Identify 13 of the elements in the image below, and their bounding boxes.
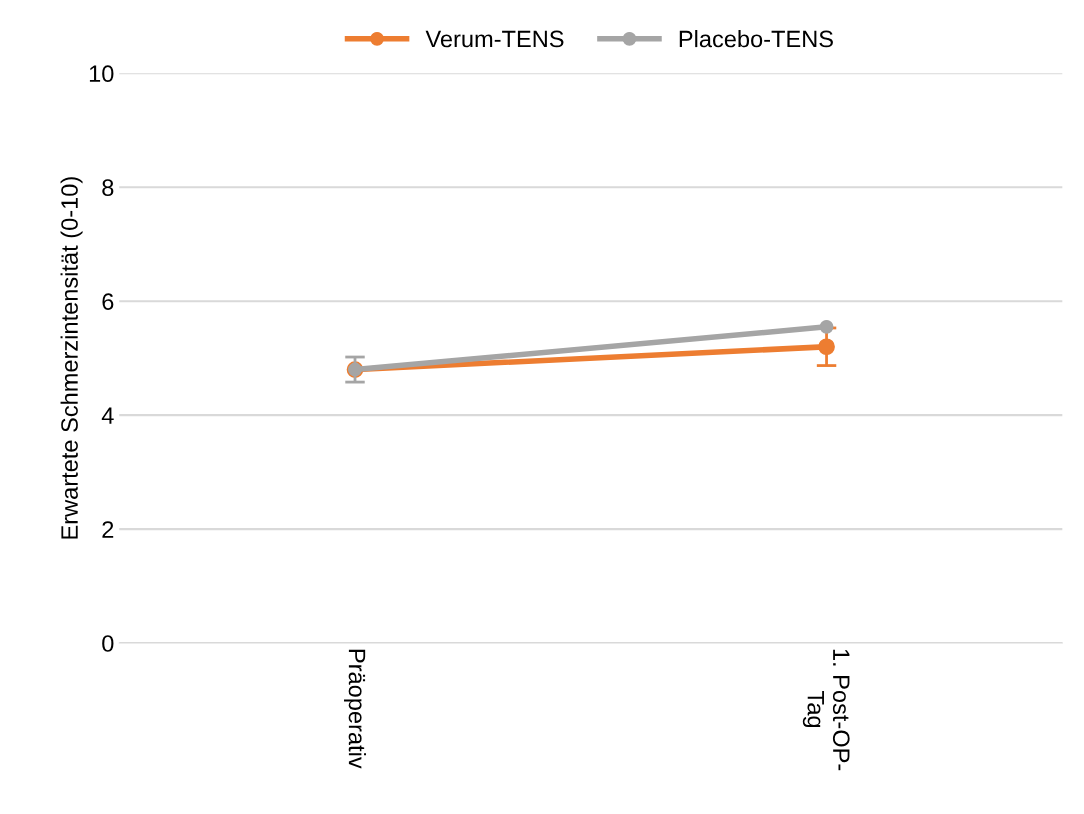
legend-label: Placebo-TENS xyxy=(679,30,833,48)
y-tick-label: 2 xyxy=(102,521,114,538)
x-tick-label: Präoperativ xyxy=(344,649,367,769)
x-tick-label: 1. Post-OP- Tag xyxy=(802,649,850,771)
y-tick-label: 0 xyxy=(102,635,114,652)
y-tick-label: 4 xyxy=(101,407,114,424)
y-tick-label: 8 xyxy=(102,179,114,197)
y-axis-title: Erwartete Schmerzintensität (0-10) xyxy=(60,177,83,539)
y-tick-label: 6 xyxy=(102,293,114,310)
point xyxy=(818,338,835,356)
y-tick-label: 10 xyxy=(89,65,114,83)
legend-label: Verum-TENS xyxy=(425,30,564,48)
point xyxy=(819,319,834,334)
